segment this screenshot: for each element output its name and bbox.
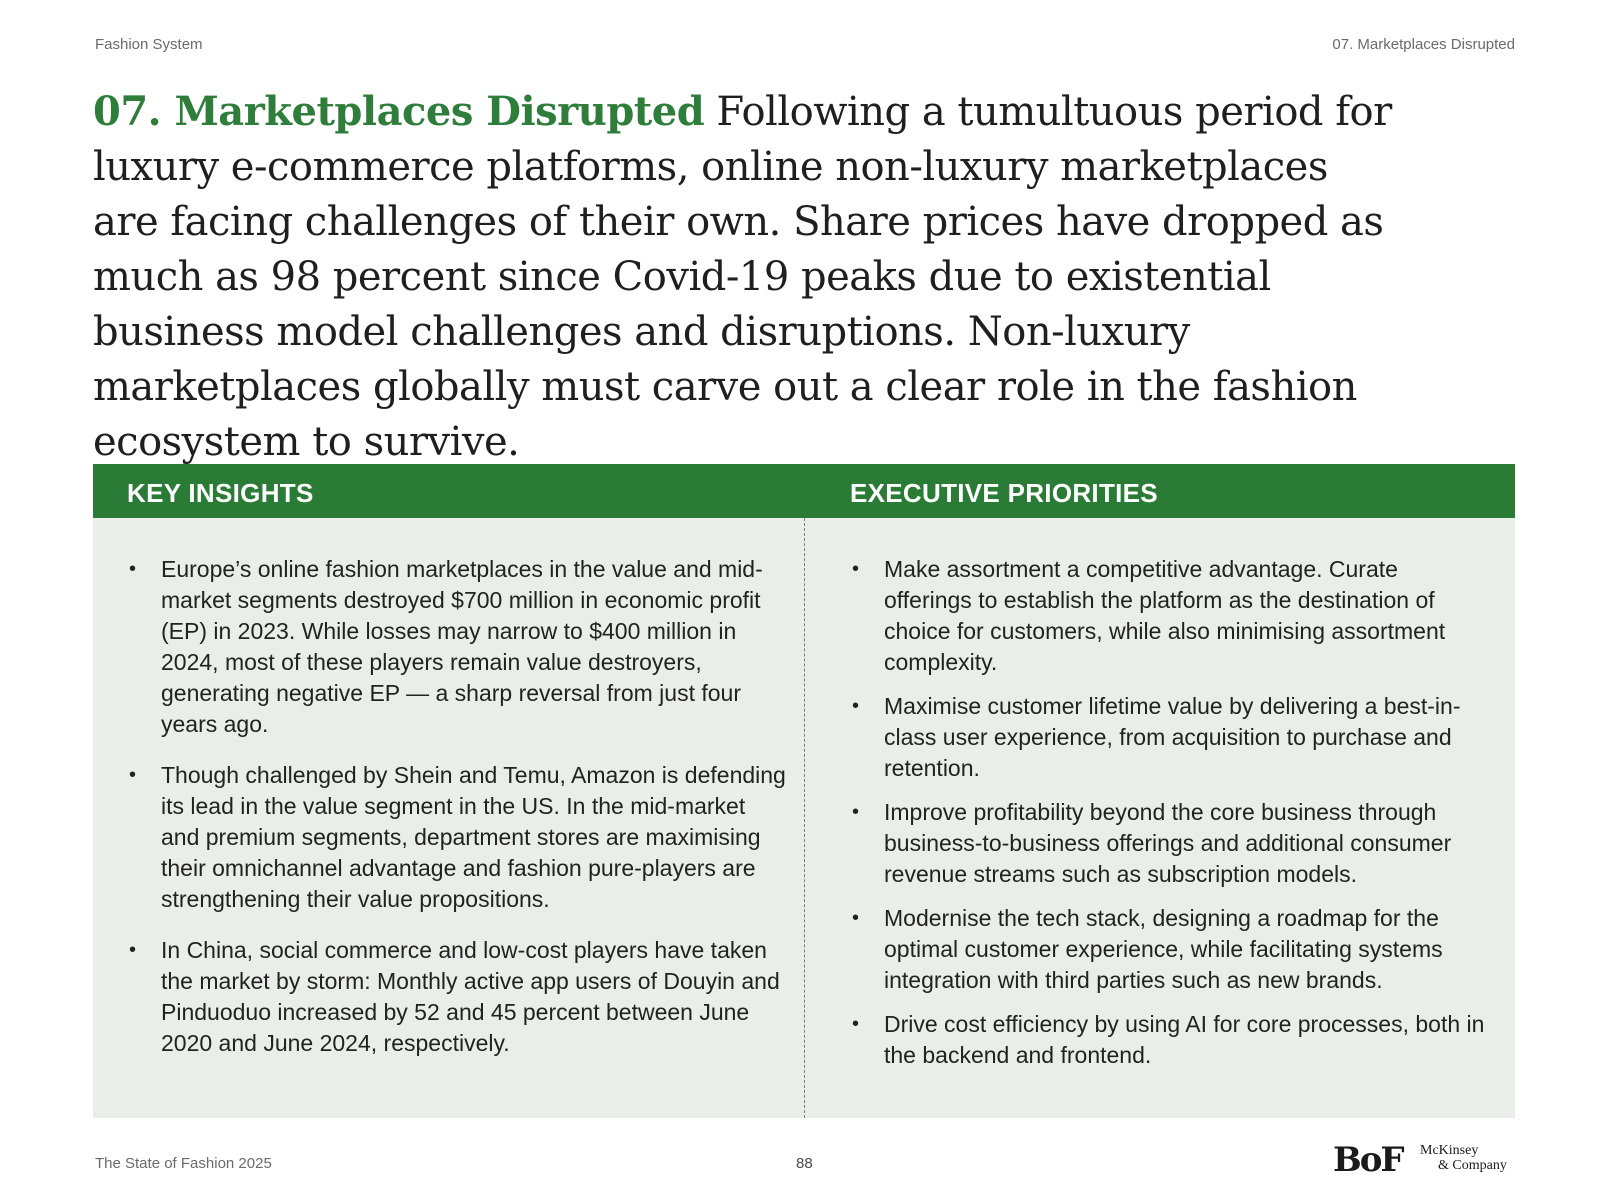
bullet-icon: • bbox=[129, 764, 137, 786]
bullet-icon: • bbox=[852, 1013, 860, 1035]
key-insights-heading: KEY INSIGHTS bbox=[127, 478, 314, 508]
list-item-text: Though challenged by Shein and Temu, Ama… bbox=[161, 762, 786, 912]
bullet-icon: • bbox=[129, 939, 137, 961]
section-title: 07. Marketplaces Disrupted bbox=[93, 88, 705, 135]
list-item: • Make assortment a competitive advantage… bbox=[850, 554, 1490, 678]
bullet-icon: • bbox=[852, 558, 860, 580]
panel-header-bar: KEY INSIGHTS EXECUTIVE PRIORITIES bbox=[93, 464, 1515, 518]
key-insights-list: • Europe’s online fashion marketplaces in… bbox=[127, 554, 787, 1079]
bullet-icon: • bbox=[852, 907, 860, 929]
list-item: • Europe’s online fashion marketplaces in… bbox=[127, 554, 787, 740]
list-item-text: Make assortment a competitive advantage.… bbox=[884, 556, 1446, 675]
list-item: • Modernise the tech stack, designing a r… bbox=[850, 903, 1490, 996]
intro-paragraph: 07. Marketplaces Disrupted Following a t… bbox=[93, 84, 1393, 470]
list-item: • Drive cost efficiency by using AI for c… bbox=[850, 1009, 1490, 1071]
list-item-text: Europe’s online fashion marketplaces in … bbox=[161, 556, 763, 737]
bullet-icon: • bbox=[852, 801, 860, 823]
list-item: • Maximise customer lifetime value by del… bbox=[850, 691, 1490, 784]
executive-priorities-heading: EXECUTIVE PRIORITIES bbox=[850, 478, 1158, 508]
executive-priorities-list: • Make assortment a competitive advantage… bbox=[850, 554, 1490, 1084]
column-divider bbox=[804, 518, 805, 1118]
mckinsey-logo-line2: & Company bbox=[1438, 1158, 1507, 1173]
list-item: • In China, social commerce and low-cost … bbox=[127, 935, 787, 1059]
insights-panel: KEY INSIGHTS EXECUTIVE PRIORITIES • Europ… bbox=[93, 464, 1515, 1118]
list-item-text: Modernise the tech stack, designing a ro… bbox=[884, 905, 1443, 993]
running-header-right: 07. Marketplaces Disrupted bbox=[1332, 36, 1515, 53]
list-item: • Improve profitability beyond the core b… bbox=[850, 797, 1490, 890]
page-number: 88 bbox=[796, 1155, 813, 1172]
list-item: • Though challenged by Shein and Temu, Am… bbox=[127, 760, 787, 915]
list-item-text: In China, social commerce and low-cost p… bbox=[161, 937, 780, 1056]
list-item-text: Drive cost efficiency by using AI for co… bbox=[884, 1011, 1485, 1068]
mckinsey-logo: McKinsey & Company bbox=[1420, 1143, 1507, 1173]
bof-logo: BoF bbox=[1333, 1140, 1405, 1180]
intro-text: Following a tumultuous period for luxury… bbox=[93, 89, 1392, 465]
list-item-text: Maximise customer lifetime value by deli… bbox=[884, 693, 1461, 781]
mckinsey-logo-line1: McKinsey bbox=[1420, 1143, 1479, 1158]
bullet-icon: • bbox=[129, 558, 137, 580]
footer-publication: The State of Fashion 2025 bbox=[95, 1155, 272, 1172]
running-header-left: Fashion System bbox=[95, 36, 203, 53]
bullet-icon: • bbox=[852, 695, 860, 717]
list-item-text: Improve profitability beyond the core bu… bbox=[884, 799, 1452, 887]
